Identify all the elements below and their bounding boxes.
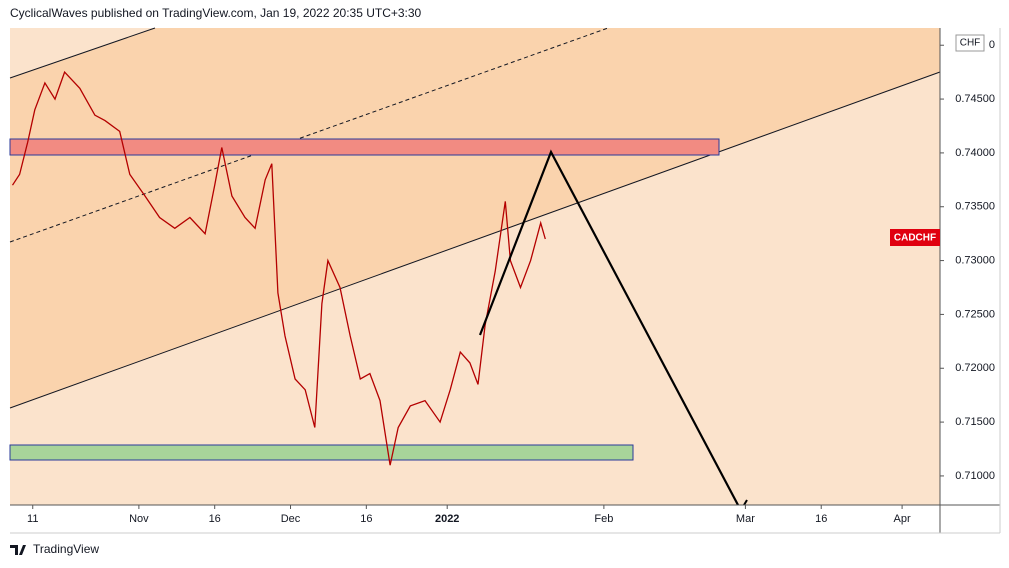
projection-path	[478, 149, 739, 506]
x-tick-label: Mar	[736, 513, 755, 525]
x-tick-label: Nov	[129, 513, 149, 525]
channel-mid	[9, 27, 609, 243]
x-tick-label: 16	[209, 513, 221, 525]
y-tick-label: 0.74000	[955, 147, 995, 159]
channel-upper	[9, 27, 156, 79]
y-tick-label: 0	[989, 39, 995, 51]
x-tick-label: 16	[360, 513, 372, 525]
x-tick-label: 16	[815, 513, 827, 525]
channel-band	[10, 28, 940, 408]
y-tick-label: 0.74500	[955, 93, 995, 105]
symbol-badge	[890, 229, 940, 246]
y-tick-label: 0.73500	[955, 201, 995, 213]
support-zone	[9, 444, 634, 461]
footer-logo	[10, 545, 26, 555]
symbol-label: CADCHF	[894, 233, 936, 244]
footer-brand: TradingView	[33, 542, 99, 556]
currency-box	[955, 34, 985, 52]
publisher-line: CyclicalWaves published on TradingView.c…	[10, 6, 422, 20]
channel-lower	[9, 71, 941, 409]
currency-label: CHF	[960, 38, 981, 49]
projection-tick	[743, 499, 748, 506]
y-tick-label: 0.71500	[955, 416, 995, 428]
y-tick-label: 0.72000	[955, 362, 995, 374]
x-tick-label: Feb	[594, 513, 613, 525]
price-line	[11, 70, 546, 466]
y-tick-label: 0.72500	[955, 308, 995, 320]
x-tick-label: 2022	[435, 513, 459, 525]
x-tick-label: 11	[27, 513, 38, 525]
resistance-zone	[9, 138, 720, 156]
y-tick-label: 0.73000	[955, 254, 995, 266]
x-tick-label: Dec	[281, 513, 301, 525]
x-tick-label: Apr	[894, 513, 911, 525]
y-tick-label: 0.71000	[955, 470, 995, 482]
